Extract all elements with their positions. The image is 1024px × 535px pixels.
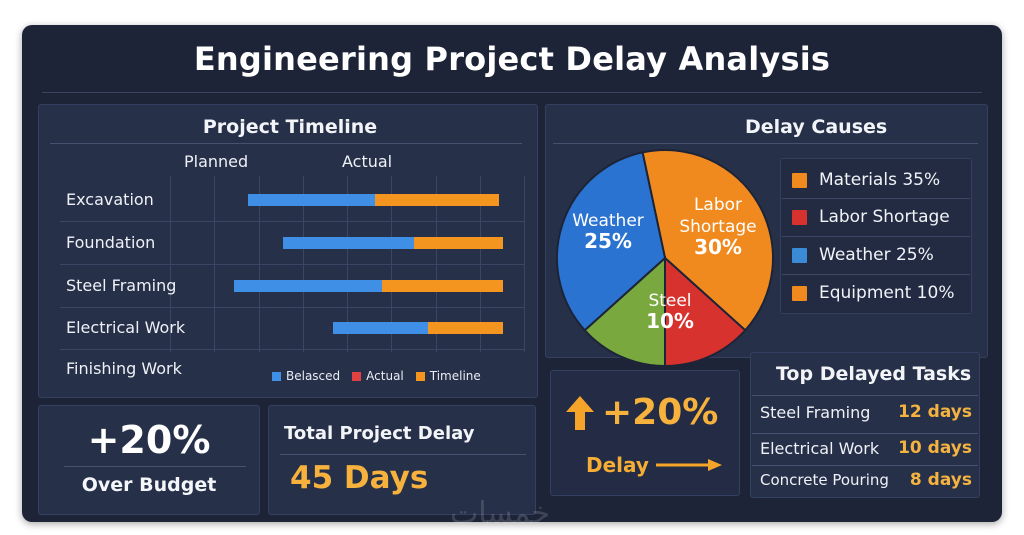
- gantt-task-label: Excavation: [66, 190, 154, 209]
- actual-header: Actual: [342, 152, 393, 171]
- task-name: Steel Framing: [760, 402, 871, 422]
- task-name: Concrete Pouring: [760, 471, 889, 489]
- delay-causes-title: Delay Causes: [745, 116, 888, 138]
- planned-header: Planned: [184, 152, 249, 171]
- pie-slice: [664, 255, 747, 368]
- delay-trend-label: Delay: [586, 453, 649, 477]
- legend-label: Weather 25%: [819, 245, 934, 265]
- pie-slice-label: Labor Shortage 30%: [679, 195, 756, 259]
- legend-label: Materials 35%: [819, 170, 941, 190]
- gantt-bar-planned: [283, 237, 415, 249]
- pie-slice: [583, 255, 666, 368]
- legend-divider: [782, 198, 970, 199]
- legend-item-labor: Labor Shortage: [792, 199, 970, 235]
- gantt-bar-actual: [375, 194, 500, 206]
- delay-trend-card: [550, 370, 740, 496]
- delay-causes-divider: [553, 143, 978, 144]
- gantt-row-line: [60, 349, 524, 350]
- gantt-bar-actual: [382, 280, 503, 292]
- watermark-logo: خمسات: [450, 496, 551, 531]
- legend-label: Timeline: [429, 369, 481, 383]
- over-budget-card: [38, 405, 260, 515]
- up-arrow-icon: [566, 396, 594, 430]
- legend-item-timeline: Timeline: [415, 369, 481, 383]
- task-divider: [752, 433, 978, 434]
- gantt-bar-actual: [428, 322, 503, 334]
- over-budget-value: +20%: [87, 418, 211, 462]
- gantt-row-line: [60, 264, 524, 265]
- gantt-task-label: Steel Framing: [66, 276, 177, 295]
- gantt-task-label: Electrical Work: [66, 318, 186, 337]
- over-budget-divider: [64, 466, 246, 467]
- legend-item-materials: Materials 35%: [792, 162, 970, 198]
- gantt-task-label: Finishing Work: [66, 359, 182, 378]
- total-delay-divider: [280, 454, 526, 455]
- gantt-bar-planned: [247, 194, 376, 206]
- legend-item-weather: Weather 25%: [792, 237, 970, 273]
- task-row: Electrical Work 10 days: [760, 438, 972, 458]
- title-divider: [42, 92, 982, 93]
- page-title: Engineering Project Delay Analysis: [193, 40, 831, 78]
- gantt-bar-planned: [332, 322, 429, 334]
- total-delay-value: 45 Days: [290, 460, 429, 496]
- pie-slice: [556, 151, 667, 332]
- timeline-legend: Belasced Actual Timeline: [272, 369, 493, 383]
- delay-trend-value: +20%: [602, 392, 719, 433]
- over-budget-label: Over Budget: [81, 474, 217, 496]
- total-delay-label: Total Project Delay: [284, 423, 475, 444]
- task-delay: 8 days: [909, 470, 972, 490]
- gantt-gridline: [524, 176, 525, 352]
- legend-swatch: [272, 371, 281, 381]
- top-tasks-panel: [750, 352, 980, 498]
- legend-item-planned: Belasced: [272, 369, 340, 383]
- legend-label: Belasced: [286, 369, 341, 383]
- task-delay: 12 days: [898, 402, 972, 422]
- legend-swatch: [792, 172, 807, 188]
- total-delay-card: [268, 405, 536, 515]
- top-tasks-title: Top Delayed Tasks: [776, 363, 972, 385]
- gantt-task-label: Foundation: [66, 233, 156, 252]
- task-row: Steel Framing 12 days: [760, 402, 972, 422]
- legend-label: Actual: [366, 369, 404, 383]
- legend-swatch: [792, 209, 807, 225]
- timeline-title: Project Timeline: [202, 116, 378, 138]
- legend-label: Labor Shortage: [819, 207, 950, 227]
- pie-slice-label: Weather 25%: [572, 211, 644, 253]
- legend-swatch: [415, 371, 425, 381]
- legend-swatch: [792, 285, 807, 301]
- legend-label: Equipment 10%: [819, 283, 955, 303]
- top-tasks-divider: [752, 395, 978, 396]
- legend-divider: [782, 236, 970, 237]
- task-row: Concrete Pouring 8 days: [760, 470, 972, 490]
- gantt-row-line: [60, 221, 524, 222]
- legend-divider: [782, 274, 970, 275]
- task-delay: 10 days: [898, 438, 972, 458]
- delay-causes-pie: Labor Shortage 30% Steel 10%Weather 25%: [556, 149, 774, 368]
- task-divider: [752, 465, 978, 466]
- right-arrow-icon: [656, 459, 722, 471]
- gantt-bar-planned: [233, 280, 383, 292]
- pie-slice: [641, 149, 774, 332]
- timeline-title-divider: [50, 143, 522, 144]
- task-name: Electrical Work: [760, 438, 880, 458]
- gantt-row-line: [60, 307, 524, 308]
- legend-swatch: [792, 247, 807, 263]
- pie-slice-label: Steel 10%: [646, 291, 694, 333]
- gantt-bar-actual: [414, 237, 503, 249]
- legend-swatch: [352, 371, 362, 381]
- legend-item-actual: Actual: [352, 369, 404, 383]
- legend-item-equipment: Equipment 10%: [792, 275, 970, 311]
